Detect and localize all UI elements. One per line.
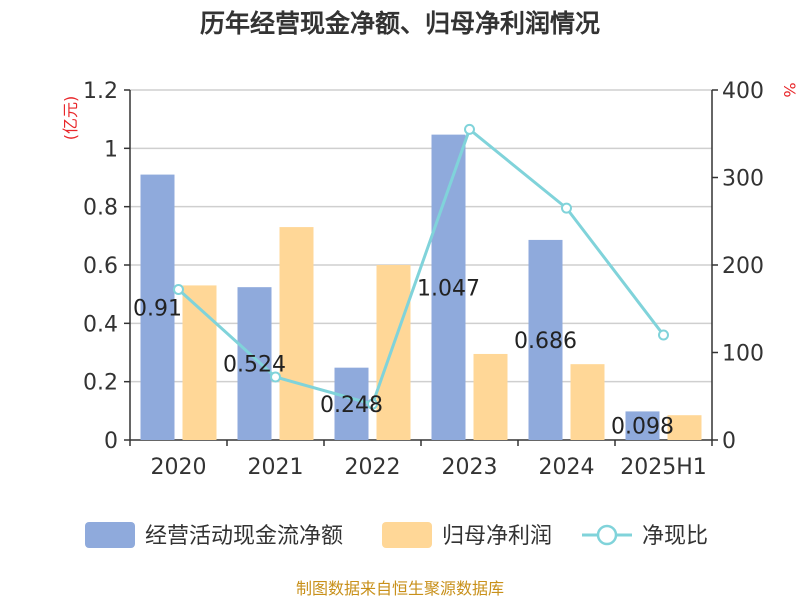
x-tick-label: 2022 (345, 455, 401, 480)
bar-profit-2025H1 (667, 415, 702, 440)
legend-item-ratio[interactable]: 净现比 (582, 524, 708, 549)
data-label-cash-2020: 0.91 (133, 296, 182, 321)
data-label-cash-2025H1: 0.098 (611, 415, 674, 440)
ratio-point-2025H1 (658, 329, 669, 341)
right-tick-label: 300 (722, 167, 764, 192)
left-tick-label: 0.4 (83, 312, 118, 337)
legend-item-cash[interactable]: 经营活动现金流净额 (85, 522, 343, 549)
bar-cash-2025H1 (625, 411, 660, 440)
left-tick-label: 0.6 (83, 254, 118, 279)
right-tick-label: 400 (722, 79, 764, 104)
bar-cash-2021 (237, 287, 272, 440)
data-label-cash-2021: 0.524 (223, 353, 286, 378)
right-tick-label: 200 (722, 254, 764, 279)
legend-label-cash: 经营活动现金流净额 (145, 524, 343, 549)
left-axis-unit: (亿元) (61, 96, 80, 141)
left-tick-label: 1.2 (83, 79, 118, 104)
bar-profit-2020 (182, 285, 217, 440)
ratio-point-2023 (464, 123, 475, 135)
legend-swatch-ratio-marker (596, 524, 618, 546)
ratio-line (177, 126, 665, 406)
ratio-point-2024 (561, 202, 572, 214)
left-tick-label: 1 (104, 137, 118, 162)
legend-label-ratio: 净现比 (642, 524, 708, 549)
gridlines (130, 89, 712, 383)
x-tick-label: 2025H1 (620, 455, 707, 480)
ratio-point-2021 (270, 371, 281, 383)
left-tick-label: 0.2 (83, 371, 118, 396)
legend-label-profit: 归母净利润 (442, 524, 552, 549)
legend-swatch-cash (85, 522, 135, 548)
left-tick-label: 0.8 (83, 196, 118, 221)
ratio-line-group (173, 123, 669, 410)
ratio-point-2022 (367, 398, 378, 410)
left-tick-label: 0 (104, 429, 118, 454)
legend[interactable]: 经营活动现金流净额 归母净利润 净现比 (85, 522, 708, 549)
axes: 0 0.2 0.4 0.6 0.8 1 1.2 0 100 200 300 400 2020 2021 20… (61, 79, 799, 480)
data-labels: 0.91 0.524 0.248 1.047 0.686 0.098 (133, 276, 674, 439)
right-tick-label: 100 (722, 342, 764, 367)
data-label-cash-2022: 0.248 (320, 393, 383, 418)
bar-profit-2021 (279, 227, 314, 440)
x-tick-label: 2020 (151, 455, 207, 480)
x-tick-label: 2021 (248, 455, 304, 480)
bar-cash-2022 (334, 367, 369, 440)
right-tick-label: 0 (722, 429, 736, 454)
legend-item-profit[interactable]: 归母净利润 (382, 522, 552, 549)
bar-cash-2020 (140, 174, 175, 441)
ratio-point-2020 (173, 284, 184, 295)
right-axis-unit: % (780, 82, 799, 97)
bar-cash-2024 (528, 239, 563, 440)
chart-title: 历年经营现金净额、归母净利润情况 (200, 9, 600, 38)
legend-swatch-profit (382, 522, 432, 548)
bar-profit-2024 (570, 364, 605, 440)
data-label-cash-2023: 1.047 (417, 276, 480, 301)
bar-profit-2022 (376, 265, 411, 440)
x-tick-label: 2024 (539, 455, 595, 480)
x-tick-label: 2023 (442, 455, 498, 480)
bar-profit-2023 (473, 353, 508, 440)
data-label-cash-2024: 0.686 (514, 329, 577, 354)
source-note: 制图数据来自恒生聚源数据库 (296, 579, 504, 598)
